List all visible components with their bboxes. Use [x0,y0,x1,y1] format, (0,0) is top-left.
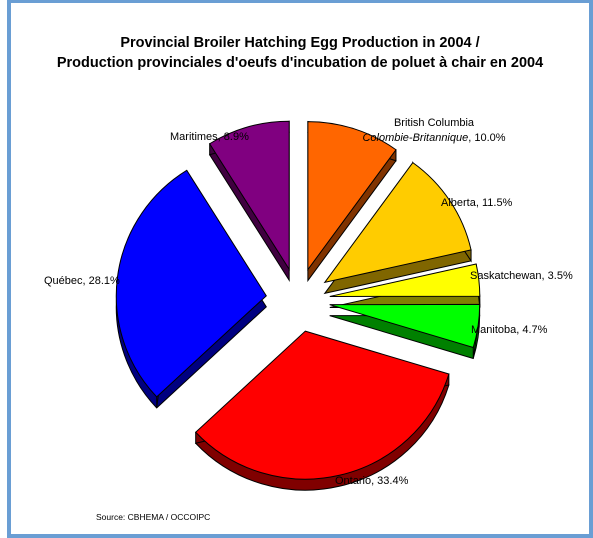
label-british-columbia-fr: Colombie-Britannique, 10.0% [362,132,505,144]
frame-top [7,0,593,3]
chart-title: Provincial Broiler Hatching Egg Producti… [11,33,589,73]
source-note: Source: CBHEMA / OCCOIPC [96,512,211,522]
label-quebec: Québec, 28.1% [44,275,120,287]
chart-title-line2: Production provinciales d'oeufs d'incuba… [56,55,544,71]
frame-left [7,0,11,538]
pie-slice-ontario [194,330,450,480]
label-saskatchewan: Saskatchewan, 3.5% [470,270,573,282]
frame-bottom [7,534,593,538]
label-maritimes: Maritimes, 8.9% [170,131,249,143]
pie-slice-british-columbia [307,121,397,272]
chart-title-line1: Provincial Broiler Hatching Egg Producti… [120,35,480,51]
pie-slice-quebec [115,169,267,398]
label-british-columbia: British Columbia [394,117,475,129]
label-ontario: Ontario, 33.4% [335,475,409,487]
label-manitoba: Manitoba, 4.7% [471,324,548,336]
label-alberta: Alberta, 11.5% [441,197,513,209]
frame-right [589,0,593,538]
pie-slice-maritimes [208,120,290,271]
pie-slice-manitoba [329,303,481,349]
pie-slice-saskatchewan [329,263,481,297]
pie-slice-alberta [323,161,472,284]
